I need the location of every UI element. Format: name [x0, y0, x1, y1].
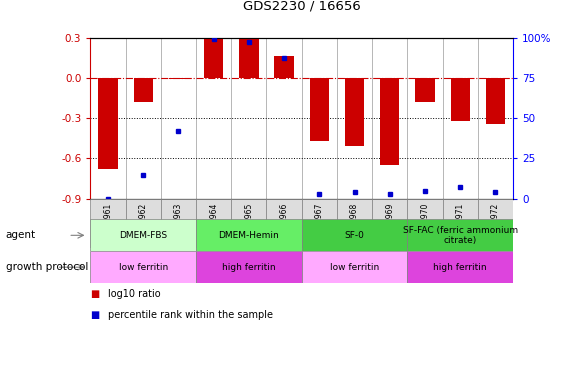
Bar [478, 199, 513, 248]
Bar [302, 251, 408, 283]
Bar [451, 78, 470, 121]
Bar [372, 199, 408, 248]
Bar [134, 78, 153, 102]
Bar [408, 251, 513, 283]
Text: GSM81961: GSM81961 [103, 202, 113, 244]
Bar [408, 199, 442, 248]
Text: GSM81966: GSM81966 [280, 202, 289, 244]
Text: low ferritin: low ferritin [330, 262, 379, 272]
Bar [161, 199, 196, 248]
Text: GSM81972: GSM81972 [491, 202, 500, 244]
Bar [204, 38, 223, 78]
Text: GSM81967: GSM81967 [315, 202, 324, 244]
Bar [99, 78, 118, 169]
Text: DMEM-Hemin: DMEM-Hemin [219, 231, 279, 240]
Bar [231, 199, 266, 248]
Text: GSM81968: GSM81968 [350, 202, 359, 244]
Bar [486, 78, 505, 123]
Text: percentile rank within the sample: percentile rank within the sample [108, 310, 273, 320]
Text: SF-0: SF-0 [345, 231, 364, 240]
Text: high ferritin: high ferritin [222, 262, 276, 272]
Bar [302, 219, 408, 251]
Text: ■: ■ [90, 290, 100, 299]
Bar [266, 199, 302, 248]
Bar [442, 199, 478, 248]
Text: GSM81963: GSM81963 [174, 202, 183, 244]
Bar [345, 78, 364, 146]
Text: GSM81969: GSM81969 [385, 202, 394, 244]
Text: growth protocol: growth protocol [6, 262, 88, 272]
Text: low ferritin: low ferritin [118, 262, 168, 272]
Bar [90, 219, 196, 251]
Text: SF-FAC (ferric ammonium
citrate): SF-FAC (ferric ammonium citrate) [403, 226, 518, 245]
Text: log10 ratio: log10 ratio [108, 290, 160, 299]
Bar [90, 199, 125, 248]
Bar [275, 56, 294, 78]
Text: GSM81970: GSM81970 [420, 202, 430, 244]
Text: GSM81965: GSM81965 [244, 202, 254, 244]
Bar [196, 251, 302, 283]
Bar [408, 219, 513, 251]
Bar [125, 199, 161, 248]
Bar [337, 199, 372, 248]
Text: GDS2230 / 16656: GDS2230 / 16656 [243, 0, 360, 12]
Text: DMEM-FBS: DMEM-FBS [119, 231, 167, 240]
Bar [196, 219, 302, 251]
Text: agent: agent [6, 230, 36, 240]
Bar [168, 78, 188, 79]
Text: GSM81962: GSM81962 [139, 202, 147, 244]
Bar [196, 199, 231, 248]
Text: GSM81971: GSM81971 [456, 202, 465, 244]
Bar [380, 78, 399, 165]
Text: GSM81964: GSM81964 [209, 202, 218, 244]
Bar [302, 199, 337, 248]
Bar [415, 78, 435, 102]
Bar [239, 38, 258, 78]
Text: ■: ■ [90, 310, 100, 320]
Text: high ferritin: high ferritin [433, 262, 487, 272]
Bar [90, 251, 196, 283]
Bar [310, 78, 329, 141]
